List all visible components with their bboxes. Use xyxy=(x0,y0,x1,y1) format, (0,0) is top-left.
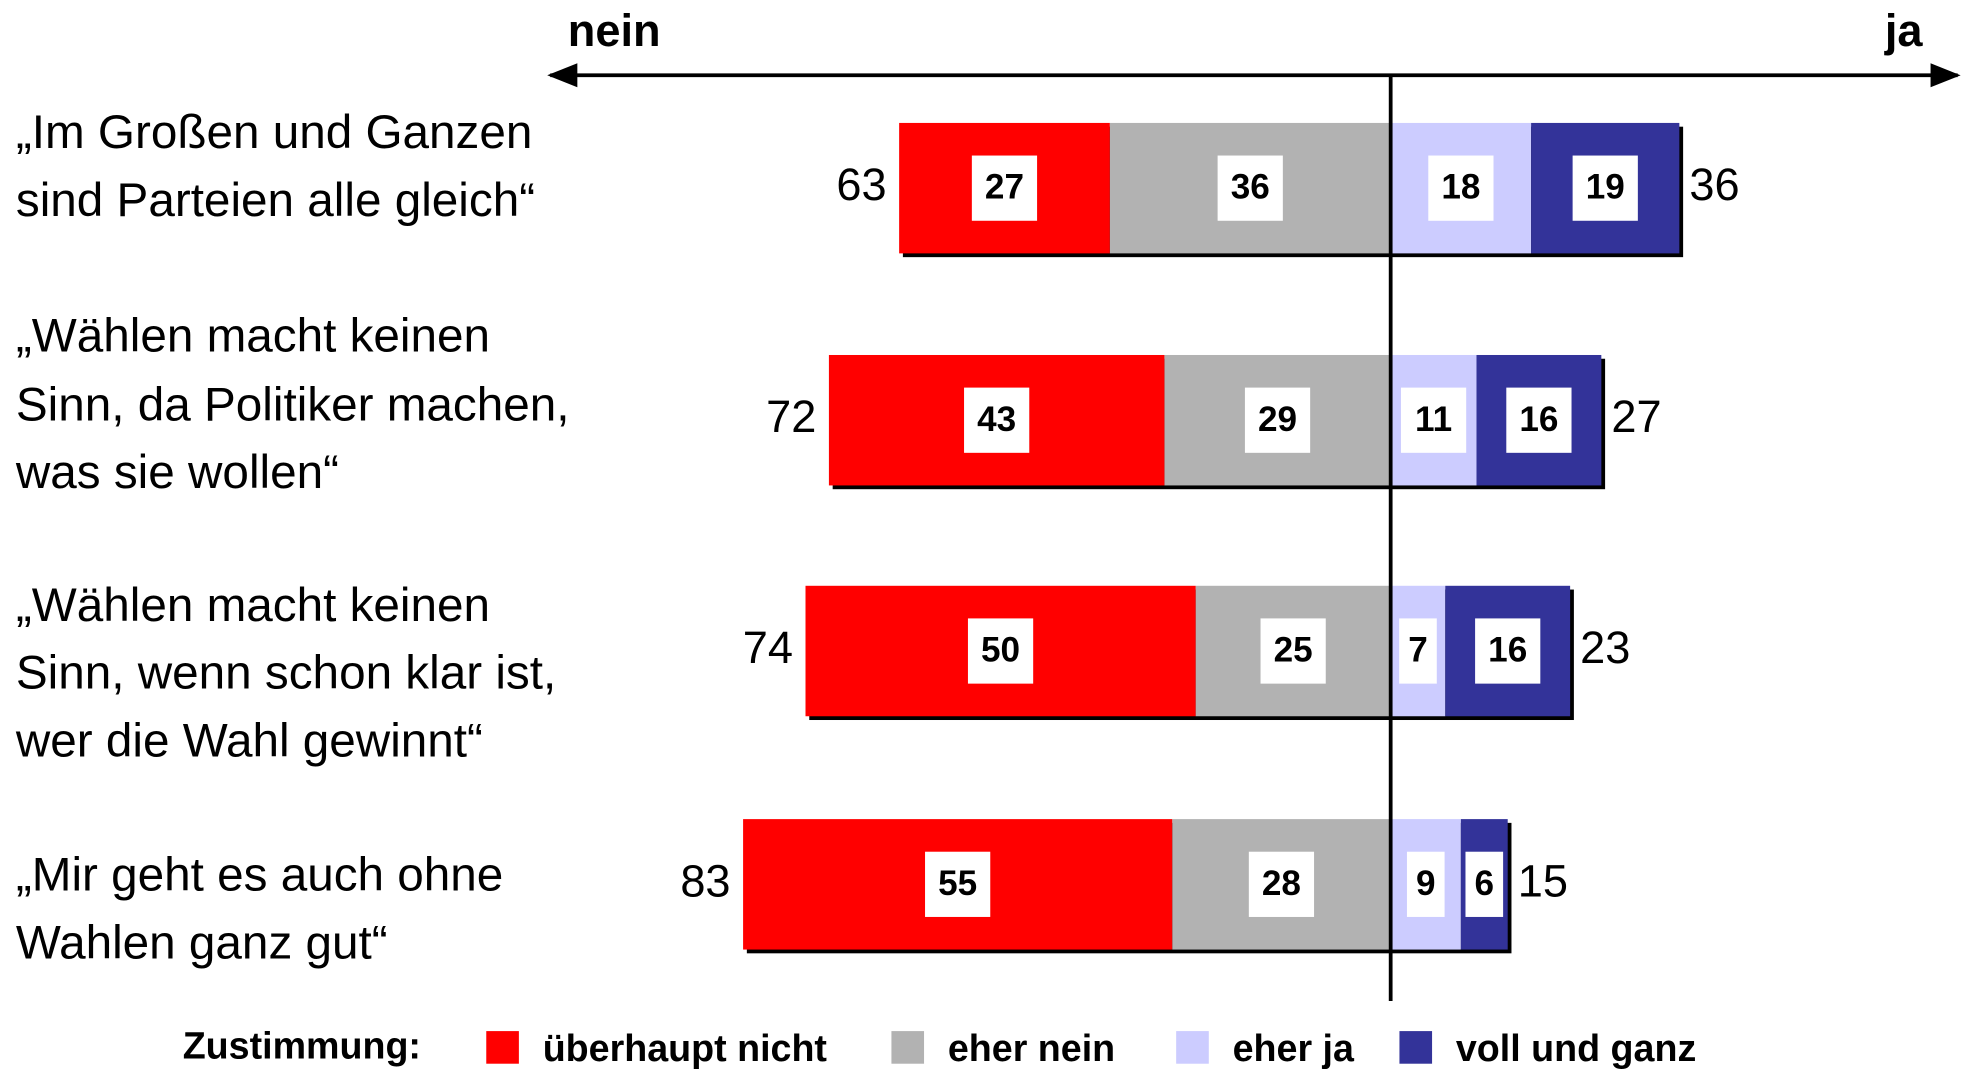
axis-label: nein xyxy=(568,5,661,56)
legend-swatch xyxy=(891,1031,925,1064)
value-box xyxy=(1572,155,1638,221)
value-box xyxy=(1217,155,1283,221)
value-box xyxy=(1399,618,1437,684)
value-label: 36 xyxy=(1231,168,1270,207)
total-label: 27 xyxy=(1611,391,1661,442)
value-label: 19 xyxy=(1586,168,1625,207)
value-label: 29 xyxy=(1258,400,1297,439)
category-label: was sie wollen“ xyxy=(15,446,339,499)
legend-label: eher nein xyxy=(948,1027,1115,1069)
legend-swatch xyxy=(1399,1031,1433,1064)
category-label: Sinn, wenn schon klar ist, xyxy=(16,647,556,700)
category-label: „Wählen macht keinen xyxy=(16,309,490,362)
category-label: wer die Wahl gewinnt“ xyxy=(15,714,483,767)
value-label: 18 xyxy=(1441,168,1480,207)
legend-label: voll und ganz xyxy=(1456,1027,1696,1069)
value-label: 43 xyxy=(977,400,1016,439)
category-label: Wahlen ganz gut“ xyxy=(16,916,388,969)
value-label: 55 xyxy=(938,864,977,903)
value-label: 28 xyxy=(1262,864,1301,903)
total-label: 23 xyxy=(1580,622,1630,673)
value-label: 9 xyxy=(1416,864,1436,903)
value-box xyxy=(1400,387,1467,453)
value-label: 16 xyxy=(1519,400,1558,439)
value-box xyxy=(967,618,1034,684)
total-label: 72 xyxy=(766,391,816,442)
value-label: 6 xyxy=(1475,864,1495,903)
value-box xyxy=(1506,387,1572,453)
total-label: 36 xyxy=(1689,159,1739,210)
legend-swatch xyxy=(1176,1031,1209,1064)
total-label: 74 xyxy=(743,622,793,673)
value-box xyxy=(1475,618,1541,684)
legend-label: überhaupt nicht xyxy=(543,1027,828,1069)
total-label: 63 xyxy=(836,159,886,210)
value-label: 50 xyxy=(981,631,1020,670)
category-label: „Mir geht es auch ohne xyxy=(16,849,503,902)
axis-label: ja xyxy=(1884,5,1924,56)
value-label: 27 xyxy=(985,168,1024,207)
value-box xyxy=(964,387,1030,453)
category-label: sind Parteien alle gleich“ xyxy=(16,174,535,227)
value-box xyxy=(1260,618,1326,684)
value-box xyxy=(1428,155,1494,221)
value-label: 7 xyxy=(1408,631,1428,670)
legend-label: eher ja xyxy=(1233,1027,1355,1069)
category-label: Sinn, da Politiker machen, xyxy=(16,378,570,431)
value-label: 16 xyxy=(1488,631,1527,670)
value-label: 25 xyxy=(1274,631,1313,670)
value-box xyxy=(1248,851,1315,917)
total-label: 83 xyxy=(680,855,730,906)
value-box xyxy=(925,851,991,917)
value-box xyxy=(1406,851,1445,917)
value-box xyxy=(1244,387,1311,453)
category-label: „Im Großen und Ganzen xyxy=(16,106,533,159)
category-label: „Wählen macht keinen xyxy=(16,579,490,632)
legend-title: Zustimmung: xyxy=(183,1025,421,1067)
value-label: 11 xyxy=(1415,400,1452,439)
value-box xyxy=(1465,851,1504,917)
value-box xyxy=(971,155,1038,221)
total-label: 15 xyxy=(1518,855,1568,906)
legend-swatch xyxy=(486,1031,519,1064)
